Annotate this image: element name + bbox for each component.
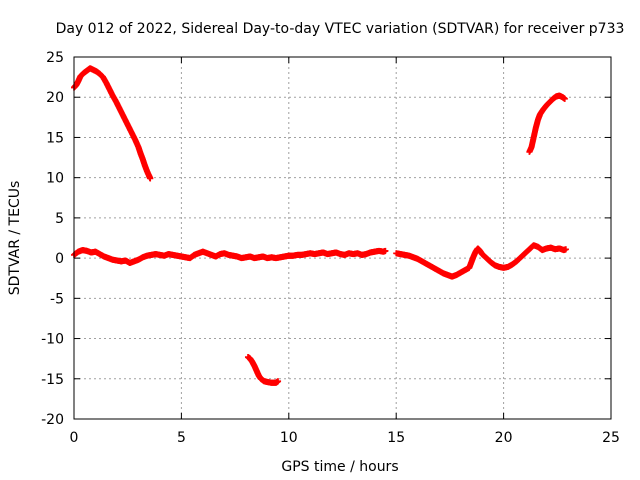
y-tick-label: 25 (46, 50, 64, 66)
x-axis-label: GPS time / hours (281, 459, 398, 475)
x-tick-label: 20 (495, 430, 513, 446)
y-tick-label: 15 (46, 130, 64, 146)
data-point (562, 246, 569, 253)
y-tick-label: -5 (50, 291, 64, 307)
y-tick-label: -10 (41, 332, 64, 348)
series-0 (71, 65, 154, 182)
data-point (275, 378, 282, 385)
x-tick-label: 10 (280, 430, 298, 446)
x-tick-label: 25 (602, 430, 620, 446)
data-point (382, 247, 389, 254)
chart-title: Day 012 of 2022, Sidereal Day-to-day VTE… (56, 21, 625, 37)
y-tick-label: 0 (55, 251, 64, 267)
y-tick-label: -20 (41, 412, 64, 428)
plot-frame (73, 56, 612, 420)
data-marks (71, 65, 569, 386)
y-tick-label: -15 (41, 372, 64, 388)
y-axis-label: SDTVAR / TECUs (7, 181, 23, 296)
axis-ticks: 0 5 10 15 20 25 -20 -15 -10 -5 0 5 10 15 20 25 (41, 50, 620, 446)
grid-lines (74, 57, 611, 419)
series-3 (526, 92, 568, 155)
x-tick-label: 0 (70, 430, 79, 446)
series-2 (393, 242, 569, 280)
data-point (561, 95, 568, 102)
series-1 (71, 247, 389, 266)
y-tick-label: 20 (46, 90, 64, 106)
y-tick-label: 10 (46, 171, 64, 187)
x-tick-label: 5 (177, 430, 186, 446)
x-tick-label: 15 (387, 430, 405, 446)
y-tick-label: 5 (55, 211, 64, 227)
data-point (147, 175, 154, 182)
series-4 (244, 354, 282, 386)
